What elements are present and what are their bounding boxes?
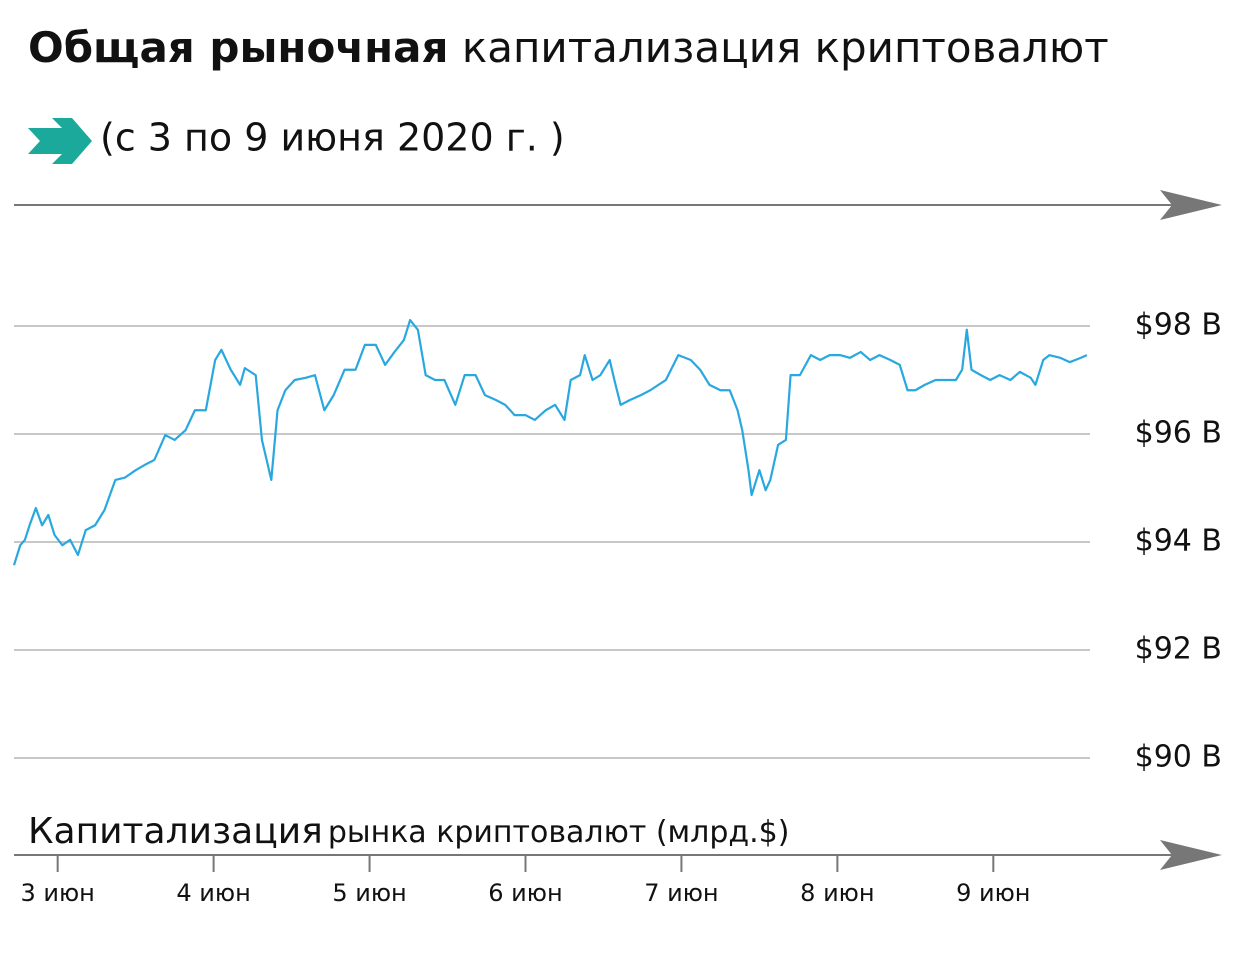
y-tick-label: $94 B [1135, 524, 1222, 559]
subtitle-arrow [28, 118, 92, 164]
y-tick-label: $96 B [1135, 416, 1222, 451]
x-axis-arrow [1160, 840, 1222, 870]
title-regular: капитализация криптовалют [462, 23, 1109, 72]
chart-title: Общая рыночная капитализация криптовалют [28, 23, 1109, 72]
title-bold: Общая рыночная [28, 23, 448, 72]
x-tick-label: 4 июн [176, 879, 250, 907]
axis-label-main: Капитализация [28, 811, 323, 852]
x-tick-label: 5 июн [332, 879, 406, 907]
x-tick-label: 6 июн [488, 879, 562, 907]
y-tick-label: $92 B [1135, 632, 1222, 667]
decor-arrow [1160, 190, 1222, 220]
y-tick-label: $98 B [1135, 308, 1222, 343]
x-tick-label: 9 июн [956, 879, 1030, 907]
series-line [12, 318, 1088, 566]
x-tick-label: 8 июн [800, 879, 874, 907]
axis-label-rest: рынка криптовалют (млрд.$) [328, 815, 790, 850]
axis-label: Капитализация рынка криптовалют (млрд.$) [28, 811, 789, 852]
y-tick-label: $90 B [1135, 740, 1222, 775]
x-tick-label: 7 июн [644, 879, 718, 907]
subtitle: (с 3 по 9 июня 2020 г. ) [100, 116, 565, 160]
x-tick-label: 3 июн [20, 879, 94, 907]
